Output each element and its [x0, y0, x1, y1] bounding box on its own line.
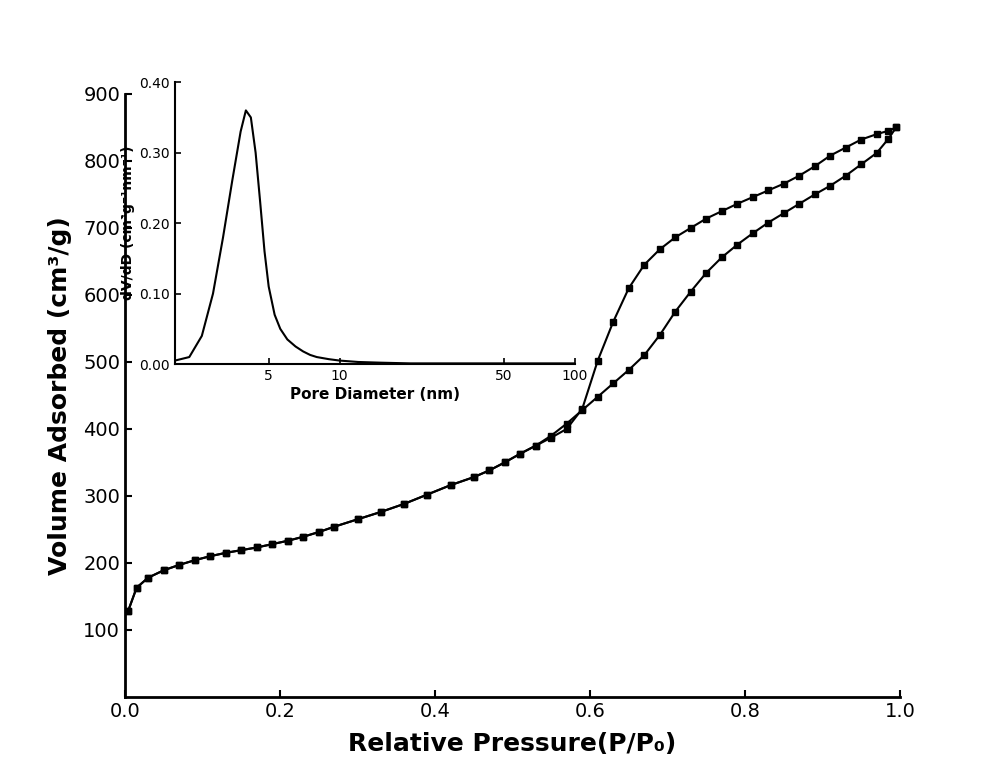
- X-axis label: Relative Pressure(P/P₀): Relative Pressure(P/P₀): [348, 732, 677, 756]
- Y-axis label: Volume Adsorbed (cm³/g): Volume Adsorbed (cm³/g): [48, 216, 72, 575]
- X-axis label: Pore Diameter (nm): Pore Diameter (nm): [290, 387, 460, 402]
- Y-axis label: dV/dD (cm³g⁻¹nm⁻¹): dV/dD (cm³g⁻¹nm⁻¹): [121, 146, 135, 301]
